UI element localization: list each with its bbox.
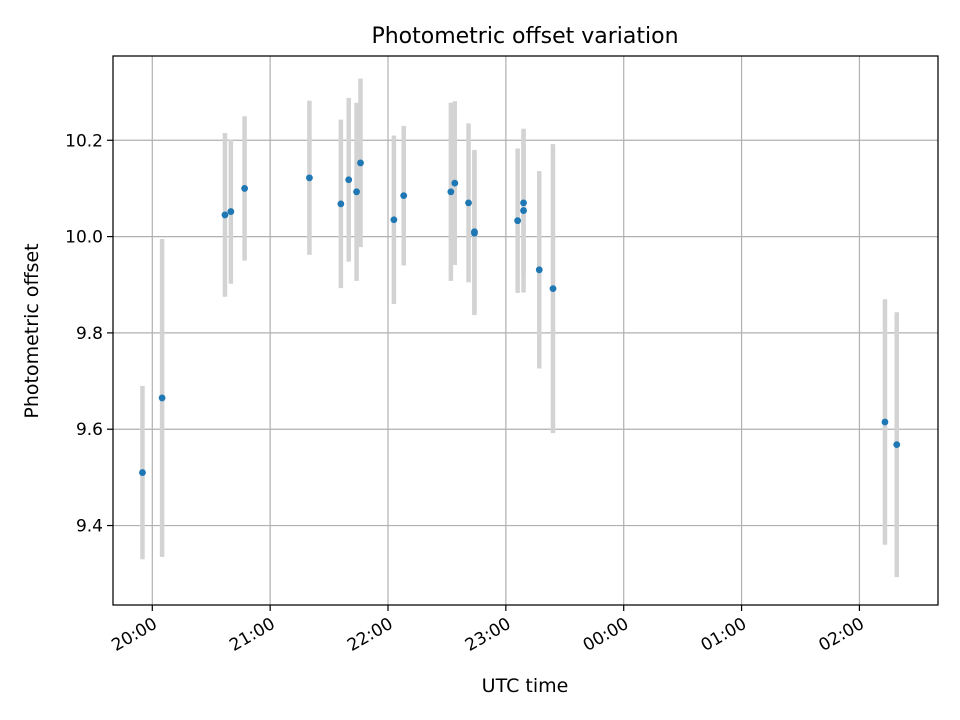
grid-lines <box>113 56 938 605</box>
data-point <box>400 192 408 200</box>
data-point <box>306 174 313 182</box>
y-tick-label: 10.0 <box>65 228 103 248</box>
data-point <box>893 441 901 449</box>
y-tick-label: 10.2 <box>65 131 103 151</box>
data-point <box>241 185 249 192</box>
data-point <box>221 211 229 219</box>
data-point <box>227 208 235 215</box>
data-point <box>549 285 557 293</box>
y-tick-label: 9.8 <box>76 324 103 344</box>
data-point <box>139 469 146 476</box>
chart-title: Photometric offset variation <box>371 24 678 49</box>
data-point <box>514 217 522 225</box>
data-point <box>353 188 360 196</box>
plot-frame <box>112 55 939 606</box>
data-point <box>447 188 455 196</box>
data-point <box>337 200 345 208</box>
data-point <box>357 159 364 167</box>
y-axis-ticks: 9.4 9.6 9.8 10.0 10.2 <box>65 131 113 537</box>
data-point <box>465 199 472 207</box>
data-point <box>471 228 478 236</box>
data-point <box>535 266 543 274</box>
y-axis-label: Photometric offset <box>21 243 43 418</box>
data-point <box>520 199 527 207</box>
data-point <box>520 207 527 214</box>
data-point <box>390 216 398 224</box>
data-point <box>158 394 166 402</box>
data-point <box>881 418 889 426</box>
x-axis-label: UTC time <box>482 675 569 697</box>
y-tick-label: 9.4 <box>76 517 103 537</box>
data-point <box>345 176 353 184</box>
data-points <box>139 159 901 476</box>
data-point <box>451 179 459 187</box>
y-tick-label: 9.6 <box>76 420 103 440</box>
